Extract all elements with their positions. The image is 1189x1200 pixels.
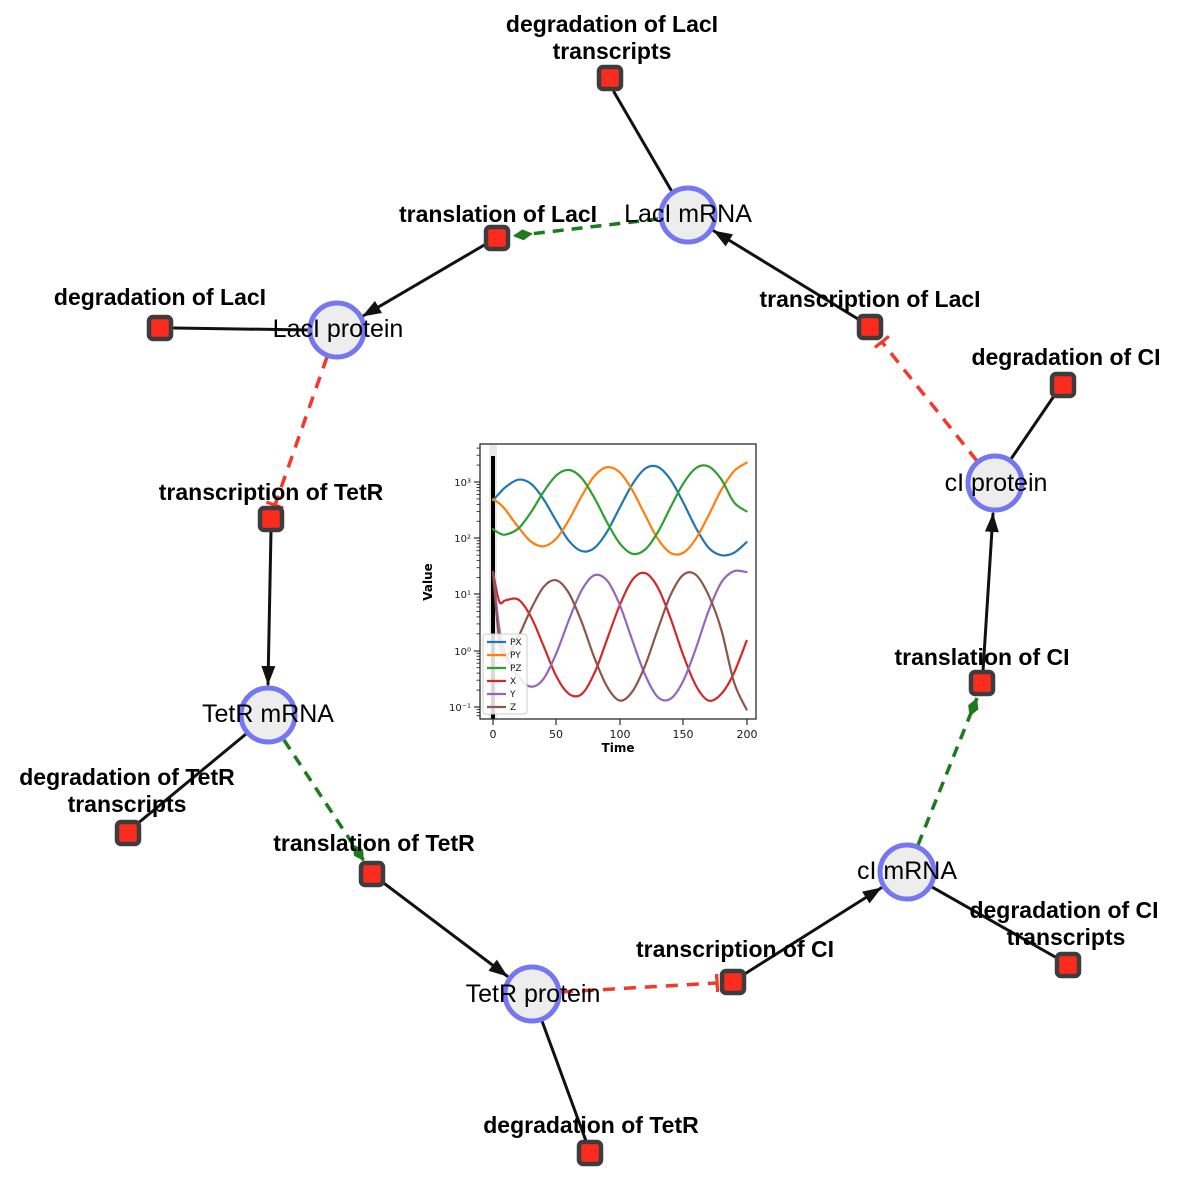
timecourse-plot: 10³ 10² 10¹ 10⁰ 10⁻¹ 0 50 100 150 200 Ti…: [421, 443, 758, 755]
series-line-z: [491, 571, 748, 711]
series-curves: [491, 461, 748, 711]
reaction-label: transcripts: [553, 38, 672, 64]
y-tick-label: 10⁰: [454, 647, 471, 658]
edge-ciprotein-inhibits-transcription-laci: [882, 342, 979, 463]
reaction-layer: [114, 64, 1082, 1167]
y-tick-label: 10²: [454, 534, 471, 545]
reaction-label: transcription of LacI: [759, 286, 980, 312]
reaction-node-degradation-laci-transcripts[interactable]: [596, 64, 624, 92]
species-label: TetR protein: [466, 980, 601, 1008]
edge-cimrna-activates-translation: [916, 697, 979, 846]
edge-ciprotein-degradation: [1009, 394, 1056, 461]
reaction-label: degradation of TetR: [19, 764, 235, 790]
series-line-py: [491, 461, 748, 556]
edge-laciprotein-degradation: [172, 326, 311, 332]
species-node-ci-protein[interactable]: [965, 453, 1025, 513]
reaction-label: transcription of TetR: [159, 479, 384, 505]
legend-label-py: PY: [510, 651, 521, 661]
y-axis-label: Value: [421, 563, 435, 601]
reaction-node-transcription-tetr[interactable]: [257, 505, 285, 533]
species-label: cI protein: [945, 469, 1048, 497]
reaction-label: transcripts: [1007, 924, 1126, 950]
y-tick-label: 10¹: [454, 590, 471, 601]
edge-transcription-ci-to-cimrna: [741, 886, 883, 977]
edge-transcription-laci-to-lacimrna: [712, 229, 860, 321]
series-line-x: [491, 571, 748, 703]
edge-tetrprotein-inhibits-transcription-ci: [560, 983, 717, 994]
reaction-label: degradation of TetR: [483, 1112, 699, 1138]
legend-label-px: PX: [510, 638, 522, 648]
species-label: cI mRNA: [857, 857, 957, 885]
reaction-node-translation-tetr[interactable]: [358, 860, 386, 888]
edge-tetrmrna-activates-translation: [282, 739, 366, 862]
species-node-tetr-mrna[interactable]: [238, 685, 298, 745]
reaction-label: degradation of LacI: [506, 11, 718, 37]
x-tick-label: 150: [673, 728, 694, 741]
reaction-node-degradation-ci[interactable]: [1049, 371, 1077, 399]
legend-label-z: Z: [510, 703, 516, 713]
reaction-label: transcripts: [68, 791, 187, 817]
edge-layer: [135, 90, 1059, 1143]
x-axis-label: Time: [602, 741, 635, 755]
reaction-label: translation of TetR: [273, 830, 475, 856]
legend-label-x: X: [510, 677, 516, 687]
legend-label-pz: PZ: [510, 664, 522, 674]
edge-translation-laci-to-laciprotein: [361, 242, 488, 318]
y-tick-label: 10⁻¹: [449, 703, 471, 714]
edge-lacimrna-degradation-transcripts: [612, 90, 673, 192]
y-tick-label: 10³: [454, 478, 471, 489]
species-label: LacI mRNA: [624, 200, 752, 228]
species-node-tetr-protein[interactable]: [502, 964, 562, 1024]
series-line-pz: [491, 464, 748, 556]
reaction-node-degradation-tetr[interactable]: [576, 1139, 604, 1167]
x-tick-label: 50: [549, 728, 563, 741]
reaction-label: transcription of CI: [636, 936, 834, 962]
edge-tetrmrna-degradation-transcripts: [135, 732, 248, 826]
species-label: TetR mRNA: [202, 700, 334, 728]
label-layer: degradation of LacI transcripts translat…: [19, 11, 1160, 1138]
edge-laciprotein-inhibits-transcription-tetr: [275, 356, 329, 505]
reaction-label: translation of CI: [894, 644, 1069, 670]
x-tick-label: 100: [610, 728, 631, 741]
plot-frame: [479, 443, 757, 720]
legend-label-y: Y: [509, 690, 516, 700]
series-line-px: [491, 464, 748, 557]
species-label: LacI protein: [273, 315, 404, 343]
reaction-node-degradation-tetr-transcripts[interactable]: [114, 819, 142, 847]
reaction-label: degradation of CI: [971, 344, 1160, 370]
species-node-ci-mrna[interactable]: [877, 842, 937, 902]
species-node-laci-protein[interactable]: [307, 300, 367, 360]
edge-lacimrna-activates-translation: [512, 217, 659, 241]
edge-translation-ci-to-ciprotein: [981, 512, 999, 673]
edge-transcription-tetr-to-tetrmrna: [261, 529, 276, 686]
x-tick-label: 0: [490, 728, 497, 741]
reaction-node-degradation-ci-transcripts[interactable]: [1054, 951, 1082, 979]
reaction-label: degradation of LacI: [54, 284, 266, 310]
reaction-node-degradation-laci[interactable]: [146, 314, 174, 342]
edge-tetrprotein-degradation: [540, 1019, 588, 1143]
reaction-node-translation-ci[interactable]: [968, 669, 996, 697]
reaction-label: degradation of CI: [969, 897, 1158, 923]
reaction-label: translation of LacI: [399, 201, 597, 227]
species-node-laci-mrna[interactable]: [658, 185, 718, 245]
reaction-node-transcription-laci[interactable]: [856, 313, 884, 341]
plot-legend: PX PY PZ X Y Z: [482, 633, 528, 715]
edge-translation-tetr-to-tetrprotein: [379, 879, 509, 978]
species-layer: [238, 185, 1025, 1024]
reaction-node-translation-laci[interactable]: [483, 224, 511, 252]
edge-cimrna-degradation-transcripts: [930, 885, 1059, 960]
reaction-node-transcription-ci[interactable]: [719, 968, 747, 996]
x-tick-label: 200: [737, 728, 758, 741]
